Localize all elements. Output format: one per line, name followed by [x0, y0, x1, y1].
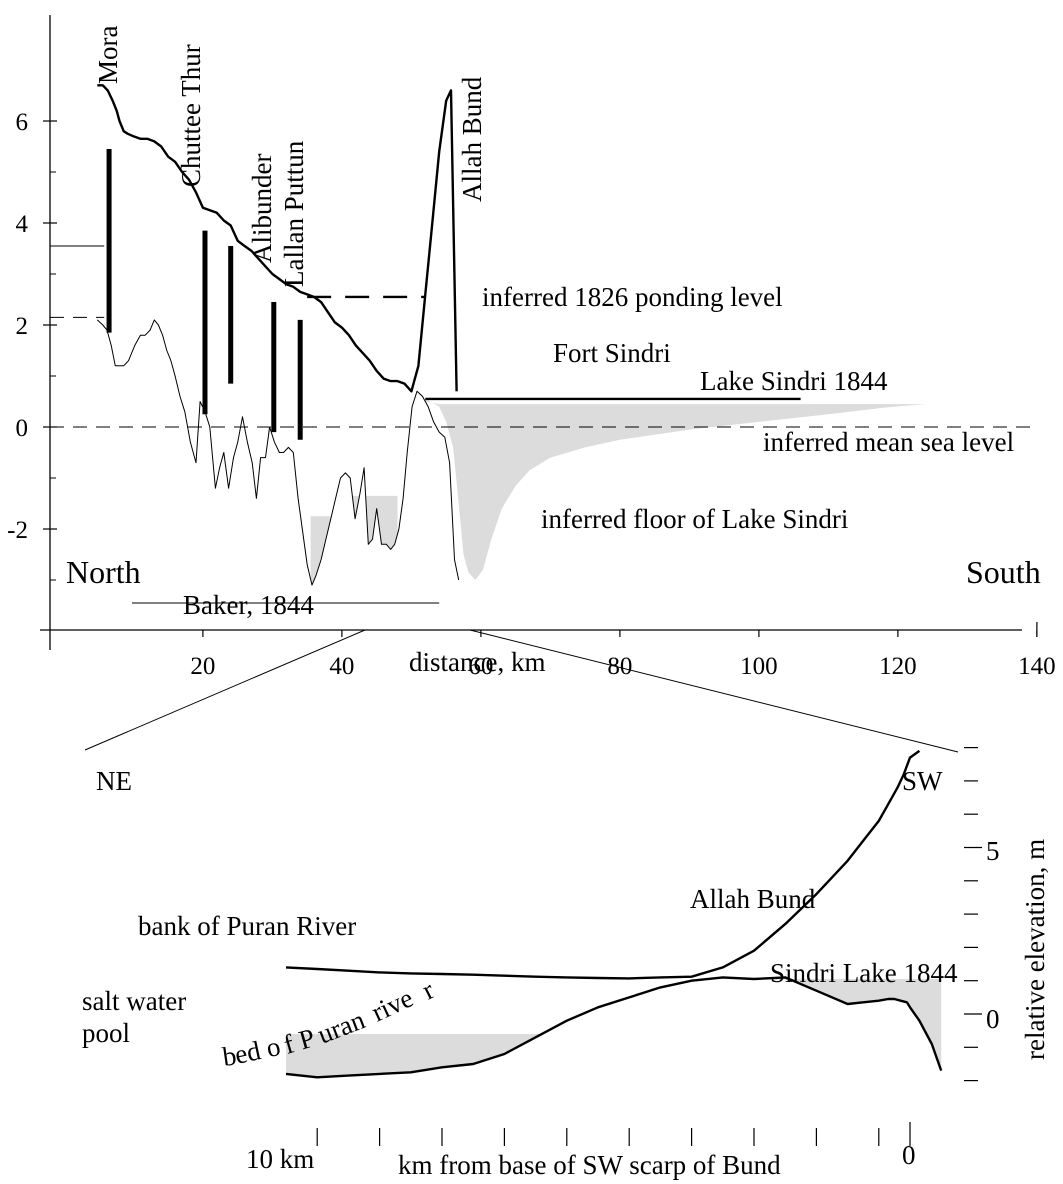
- y-tick-label: 2: [16, 313, 29, 340]
- bed-label-part: ed o: [232, 1031, 283, 1070]
- sindri-lake-1844-label: Sindri Lake 1844: [770, 958, 958, 988]
- south-label: South: [966, 554, 1041, 590]
- y-tick-label: 0: [16, 415, 29, 442]
- lake-floor-label: inferred floor of Lake Sindri: [541, 504, 848, 534]
- top-vertical-bars: [106, 149, 303, 440]
- x-tick-label-0: 0: [902, 1140, 916, 1170]
- x-tick-label: 20: [190, 653, 215, 680]
- top-x-ticks: 20 40 60 80 100 120 140: [190, 622, 1056, 680]
- bottom-x-ticks: [316, 1122, 911, 1146]
- upper-profile-line: [97, 84, 458, 393]
- bed-label-part: b: [221, 1040, 239, 1072]
- bed-label-part: rive: [367, 983, 418, 1028]
- x-tick-label-10km: 10 km: [246, 1144, 314, 1174]
- connector-line-right: [469, 629, 959, 753]
- y-tick-label: 6: [16, 109, 29, 136]
- bottom-x-axis-label: km from base of SW scarp of Bund: [398, 1150, 781, 1180]
- profile-mask: [97, 319, 459, 596]
- x-tick-label: 60: [468, 653, 493, 680]
- site-label-mora: Mora: [93, 26, 123, 84]
- y-tick-label-0: 0: [986, 1004, 1000, 1034]
- sw-label: SW: [902, 766, 943, 796]
- bed-line: [285, 976, 943, 1079]
- top-series: [96, 84, 460, 586]
- top-shaded-areas: [97, 319, 926, 596]
- bank-of-puran-river-label: bank of Puran River: [138, 911, 356, 941]
- water-shade: [691, 979, 942, 1071]
- top-x-axis-label: distance, km: [409, 647, 545, 677]
- ne-label: NE: [96, 766, 132, 796]
- connector-line-left: [84, 629, 366, 751]
- lower-profile-line: [96, 319, 460, 586]
- bottom-y-ticks: [964, 746, 982, 1082]
- bottom-shaded-areas: [286, 979, 942, 1078]
- y-tick-label-5: 5: [986, 836, 1000, 866]
- water-shade: [286, 1034, 539, 1078]
- allah-bund-label: Allah Bund: [690, 884, 816, 914]
- site-label-chuttee-thur: Chuttee Thur: [176, 44, 206, 187]
- x-tick-label: 40: [329, 653, 354, 680]
- salt-water-label: salt water: [82, 986, 186, 1016]
- lake-sindri-1844-label: Lake Sindri 1844: [700, 366, 888, 396]
- top-chart: 20 40 60 80 100 120 140 -2 0 2 4 6 Mora Chuttee Th…: [7, 15, 1056, 680]
- y-tick-label: 4: [16, 211, 29, 238]
- x-tick-label: 80: [607, 653, 632, 680]
- x-tick-label: 140: [1018, 653, 1056, 680]
- y-tick-label: -2: [7, 517, 28, 544]
- north-label: North: [66, 554, 141, 590]
- lake-floor-shade: [425, 398, 926, 580]
- bottom-y-axis-label: relative elevation, m: [1020, 839, 1050, 1060]
- x-tick-label: 100: [740, 653, 778, 680]
- bank-line: [285, 749, 921, 980]
- ponding-level-label: inferred 1826 ponding level: [482, 282, 783, 312]
- baker-1844-label: Baker, 1844: [183, 590, 314, 620]
- top-reference-lines: [50, 245, 1037, 604]
- pool-label: pool: [82, 1018, 130, 1048]
- bed-label-part: r: [417, 975, 439, 1006]
- bottom-chart: NE SW bank of Puran River salt water poo…: [82, 746, 1050, 1180]
- site-label-alibunder: Alibunder: [247, 154, 277, 263]
- fort-sindri-label: Fort Sindri: [553, 338, 671, 368]
- x-tick-label: 120: [879, 653, 917, 680]
- site-label-lallan-puttun: Lallan Puttun: [279, 140, 309, 287]
- mean-sea-level-label: inferred mean sea level: [763, 427, 1014, 457]
- bottom-series: [285, 749, 943, 1079]
- site-label-allah-bund: Allah Bund: [457, 76, 487, 202]
